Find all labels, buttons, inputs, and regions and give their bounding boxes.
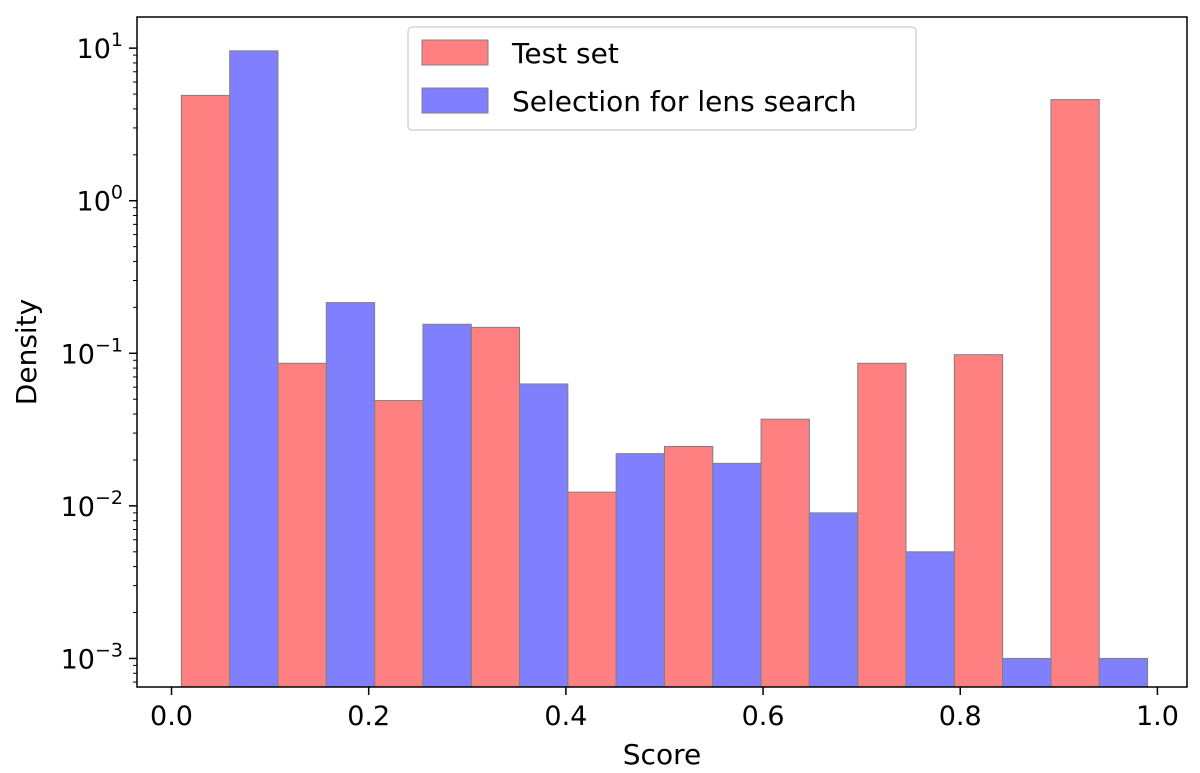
bar-selection-bin-9 <box>1098 657 1149 688</box>
bar-test-set-bin-9 <box>1050 99 1100 688</box>
bar-test-set-bin-4 <box>567 491 617 688</box>
bar-test-set-bin-7 <box>857 362 907 688</box>
y-tick-label: 100 <box>77 182 123 218</box>
y-tick-label: 10−2 <box>61 487 123 523</box>
bar-test-set-bin-1 <box>277 362 327 688</box>
legend-label-selection: Selection for lens search <box>512 85 857 118</box>
bar-selection-bin-8 <box>1002 657 1052 688</box>
bar-test-set-bin-5 <box>663 446 714 688</box>
x-tick-label: 0.2 <box>347 701 390 732</box>
legend-box <box>407 26 917 131</box>
bar-test-set-bin-6 <box>760 418 810 688</box>
y-tick-label: 10−1 <box>61 334 123 370</box>
bar-test-set-bin-2 <box>374 400 424 688</box>
legend-swatch-selection <box>421 87 489 114</box>
x-tick-label: 0.0 <box>150 701 193 732</box>
x-tick-label: 0.8 <box>939 701 982 732</box>
x-tick-label: 0.6 <box>742 701 785 732</box>
bar-selection-bin-5 <box>712 462 762 688</box>
x-tick-label: 1.0 <box>1136 701 1179 732</box>
bar-test-set-bin-0 <box>180 94 231 688</box>
plot-frame <box>136 16 1188 688</box>
y-tick-label: 101 <box>77 29 123 65</box>
x-axis-label: Score <box>623 738 701 769</box>
y-tick-label: 10−3 <box>61 639 123 675</box>
bar-selection-bin-4 <box>615 453 665 688</box>
bar-test-set-bin-3 <box>470 326 521 688</box>
y-axis-label: Density <box>10 299 43 405</box>
bar-selection-bin-0 <box>229 50 279 688</box>
bar-test-set-bin-8 <box>953 354 1004 688</box>
x-axis-ticks: 0.0 0.2 0.4 0.6 0.8 1.0 <box>150 687 1179 732</box>
bar-selection-bin-7 <box>905 551 955 688</box>
legend-swatch-test-set <box>421 39 489 66</box>
legend-label-test-set: Test set <box>511 37 619 70</box>
y-axis-ticks: 10−3 10−2 10−1 100 101 <box>61 29 137 683</box>
legend: Test set Selection for lens search <box>407 26 917 131</box>
bars-layer <box>180 50 1149 688</box>
bar-selection-bin-2 <box>422 323 472 688</box>
bar-selection-bin-1 <box>325 302 376 688</box>
bar-selection-bin-3 <box>519 383 569 688</box>
bar-selection-bin-6 <box>808 512 859 688</box>
x-tick-label: 0.4 <box>544 701 587 732</box>
